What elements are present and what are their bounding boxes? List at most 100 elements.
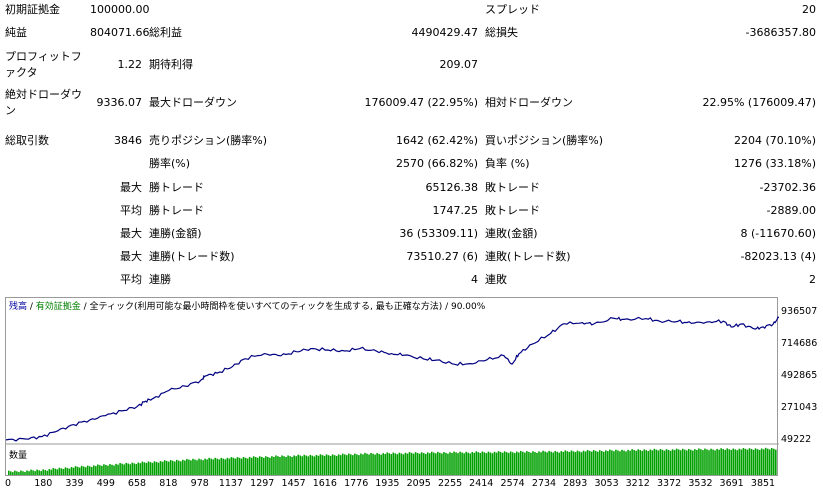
volume-bar <box>447 453 449 475</box>
x-tick-label: 1935 <box>375 478 400 489</box>
volume-bar <box>552 452 554 475</box>
volume-bar <box>495 452 498 475</box>
volume-bar <box>505 452 508 475</box>
stat-value: -3686357.80 <box>745 26 816 39</box>
volume-bar <box>366 453 368 475</box>
volume-bar <box>62 469 65 475</box>
volume-bar <box>651 450 654 475</box>
stat-value: 20 <box>802 3 816 16</box>
volume-bar <box>641 450 644 475</box>
volume-bar <box>204 458 206 475</box>
volume-bar <box>167 461 170 475</box>
stat-label: 最大ドローダウン <box>149 96 237 109</box>
volume-bar <box>281 455 283 475</box>
volume-bar <box>74 466 77 475</box>
volume-bar <box>131 462 134 475</box>
volume-bar <box>226 457 229 475</box>
stat-value: 4490429.47 <box>411 26 478 39</box>
volume-bar <box>437 451 439 475</box>
volume-bar <box>546 452 548 475</box>
x-tick-label: 3372 <box>656 478 682 489</box>
volume-bar <box>625 451 627 475</box>
volume-bar <box>522 451 524 475</box>
volume-bar <box>165 460 168 475</box>
volume-bar <box>214 457 217 475</box>
volume-bar <box>497 451 500 475</box>
volume-bar <box>528 451 530 475</box>
volume-bar <box>350 454 352 475</box>
volume-bar <box>139 463 142 475</box>
volume-bar <box>661 449 664 475</box>
volume-bar <box>38 470 40 475</box>
stat-label: 売りポジション(勝率%) <box>149 134 268 147</box>
volume-bar <box>609 449 611 475</box>
x-tick-label: 1137 <box>218 478 243 489</box>
volume-bar <box>80 465 83 475</box>
volume-bar <box>710 448 712 475</box>
stat-label: 敗トレード <box>485 181 540 194</box>
volume-bar <box>607 451 609 475</box>
stat-value: 804071.66 <box>90 26 150 39</box>
volume-bar <box>273 456 275 475</box>
volume-bar <box>196 460 198 475</box>
volume-bar <box>224 459 227 475</box>
volume-bar <box>82 466 85 475</box>
volume-bar <box>410 452 413 475</box>
volume-bar <box>262 457 265 475</box>
volume-bar <box>230 457 233 475</box>
volume-bar <box>605 450 607 475</box>
volume-bar <box>107 465 109 475</box>
stat-label: プロフィットファクタ <box>5 50 82 79</box>
volume-bar <box>95 466 97 475</box>
volume-bar <box>218 459 221 475</box>
volume-bar <box>639 450 642 475</box>
volume-bar <box>457 453 459 475</box>
volume-bar <box>337 454 340 475</box>
volume-bar <box>374 454 376 475</box>
volume-bar <box>335 455 338 475</box>
volume-bar <box>111 464 113 475</box>
x-tick-label: 2574 <box>500 478 525 489</box>
volume-bar <box>424 453 427 475</box>
volume-bar <box>157 462 160 475</box>
volume-bar <box>499 451 502 475</box>
volume-bar <box>347 453 350 475</box>
volume-bar <box>64 467 67 475</box>
volume-bar <box>441 453 443 475</box>
volume-bar <box>265 456 267 475</box>
stat-label: 敗トレード <box>485 204 540 217</box>
volume-bar <box>153 461 156 475</box>
volume-bar <box>517 452 520 475</box>
equity-legend: 有効証拠金 <box>35 302 81 312</box>
stat-label: 連勝(金額) <box>149 227 202 240</box>
volume-bar <box>653 448 656 475</box>
volume-bar <box>451 453 453 475</box>
volume-bar <box>147 461 150 475</box>
volume-bar <box>50 469 53 475</box>
x-tick-label: 3212 <box>625 478 650 489</box>
volume-bar <box>714 450 716 475</box>
volume-bar <box>756 449 759 475</box>
volume-bar <box>766 448 769 475</box>
volume-bar <box>30 469 32 475</box>
volume-bar <box>198 458 200 475</box>
volume-bar <box>412 453 415 475</box>
volume-bar <box>744 448 747 475</box>
volume-bar <box>46 470 49 475</box>
volume-bar <box>681 448 684 475</box>
volume-bar <box>202 460 204 475</box>
stat-label: 連勝 <box>149 273 171 286</box>
volume-bar <box>12 472 14 475</box>
volume-bar <box>356 454 358 475</box>
volume-bar <box>420 452 423 475</box>
stat-qualifier: 最大 <box>120 181 142 194</box>
volume-bar <box>742 448 745 475</box>
volume-bar <box>473 452 476 475</box>
volume-bar <box>18 472 20 475</box>
volume-bar <box>704 448 706 475</box>
volume-bar <box>538 451 540 475</box>
x-tick-label: 0 <box>4 478 12 489</box>
volume-bar <box>588 450 591 475</box>
volume-bar <box>109 464 111 475</box>
y-tick-label: 714686 <box>781 337 818 349</box>
